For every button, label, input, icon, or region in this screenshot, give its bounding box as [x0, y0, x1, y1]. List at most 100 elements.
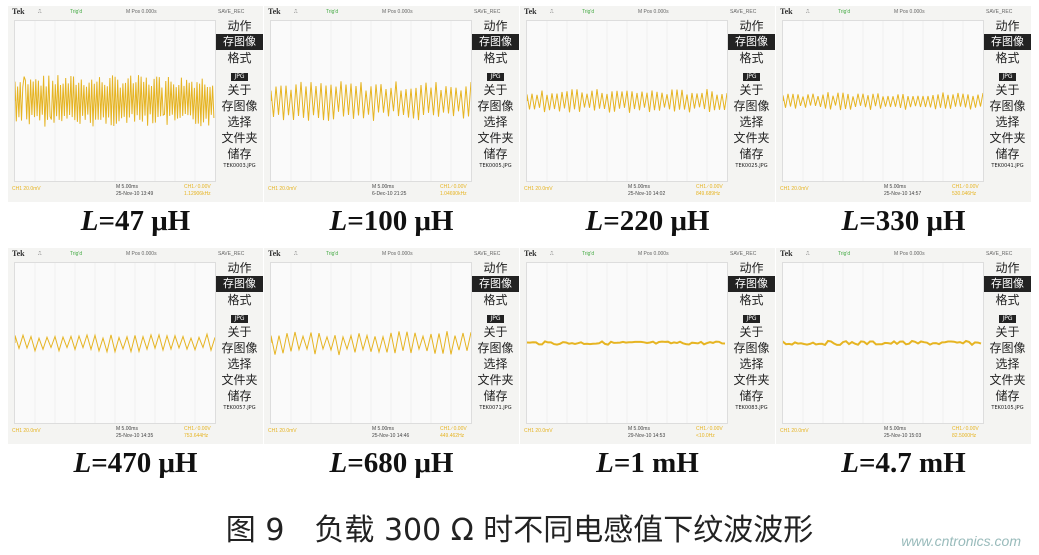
save-menu: 动作 存图像 格式 JPG 关于 存图像 选择 文件夹 储存 TEK0005.JPG: [472, 18, 519, 182]
menu-item-label: 储存: [739, 147, 764, 161]
waveform-display: [782, 20, 984, 182]
menu-item: 动作: [728, 18, 775, 34]
waveform-plot: [14, 21, 215, 181]
ripple-waveform: [14, 75, 215, 127]
menu-item-label: 关于: [995, 83, 1020, 97]
top-bar-text: SAVE_REC: [730, 9, 757, 15]
menu-item-label: 选择: [483, 115, 508, 129]
ripple-waveform: [782, 92, 984, 111]
menu-item: 存图像: [728, 34, 775, 50]
menu-item: 存图像: [728, 98, 775, 114]
menu-item: 关于: [216, 82, 263, 98]
bottom-bar-text: 1.12906kHz: [184, 191, 211, 197]
top-bar-text: Tek: [12, 7, 25, 16]
inductance-value: =680 μH: [347, 447, 454, 479]
waveform-display: [270, 20, 472, 182]
scope-bottom-bar: CH1 20.0mV M 5.00ms 25-Nov-10 14:02 CH1 ∕ 0…: [520, 182, 775, 202]
trigger-edge-icon: ⎍: [294, 9, 298, 15]
waveform-display: [526, 20, 728, 182]
top-bar-text: Tek: [524, 249, 537, 258]
scope-top-bar: Tek ⎍ Trig'd M Pos 0.000s SAVE_REC: [8, 248, 263, 260]
bottom-bar-text: CH1 20.0mV: [780, 428, 809, 434]
file-name: TEK0083.JPG: [735, 405, 768, 411]
menu-item-label: 选择: [227, 357, 252, 371]
menu-item-label: 文件夹: [477, 131, 514, 145]
top-bar-text: SAVE_REC: [218, 251, 245, 257]
scope-screenshot: Tek ⎍ Trig'd M Pos 0.000s SAVE_REC 动作 存图像 格式 JPG…: [8, 6, 263, 202]
inductance-symbol: L: [329, 447, 348, 479]
bottom-bar-text: 29-Nov-10 14:53: [628, 433, 666, 439]
scope-bottom-bar: CH1 20.0mV M 5.00ms 29-Nov-10 14:53 CH1 ∕ 0…: [520, 424, 775, 444]
menu-item: 储存: [216, 146, 263, 162]
save-menu: 动作 存图像 格式 JPG 关于 存图像 选择 文件夹 储存 TEK0057.JPG: [216, 260, 263, 424]
top-bar-text: SAVE_REC: [986, 251, 1013, 257]
menu-item-label: 关于: [739, 83, 764, 97]
scope-bottom-bar: CH1 20.0mV M 5.00ms 6-Dec-10 21:25 CH1 ∕ 0.…: [264, 182, 519, 202]
menu-item-label: 选择: [995, 115, 1020, 129]
menu-item-label: 存图像: [991, 277, 1024, 290]
scope-top-bar: Tek ⎍ Trig'd M Pos 0.000s SAVE_REC: [520, 6, 775, 18]
ripple-waveform: [270, 331, 472, 356]
top-bar-text: Trig'd: [326, 251, 339, 257]
menu-item-label: 存图像: [221, 99, 258, 113]
menu-item-label: 文件夹: [477, 373, 514, 387]
menu-item-label: 存图像: [477, 99, 514, 113]
menu-item: JPG: [728, 66, 775, 82]
inductance-label: L=680 μH: [264, 447, 519, 480]
save-menu: 动作 存图像 格式 JPG 关于 存图像 选择 文件夹 储存 TEK0105.JPG: [984, 260, 1031, 424]
inductance-value: =100 μH: [347, 205, 454, 237]
menu-item-label: 储存: [995, 147, 1020, 161]
bottom-bar-text: CH1 20.0mV: [268, 428, 297, 434]
save-menu: 动作 存图像 格式 JPG 关于 存图像 选择 文件夹 储存 TEK0025.JPG: [728, 18, 775, 182]
bottom-bar-text: CH1 ∕ 0.00V: [696, 426, 723, 432]
file-name: TEK0005.JPG: [479, 163, 512, 169]
ripple-waveform: [270, 81, 472, 121]
menu-item: 关于: [984, 324, 1031, 340]
waveform-display: [782, 262, 984, 424]
save-menu: 动作 存图像 格式 JPG 关于 存图像 选择 文件夹 储存 TEK0071.JPG: [472, 260, 519, 424]
trigger-edge-icon: ⎍: [294, 251, 298, 257]
bottom-bar-text: 1.04690kHz: [440, 191, 467, 197]
menu-item: 文件夹: [472, 130, 519, 146]
menu-item: JPG: [472, 66, 519, 82]
menu-item: JPG: [472, 308, 519, 324]
menu-item: 存图像: [216, 34, 263, 50]
menu-item: 关于: [472, 324, 519, 340]
top-bar-text: M Pos 0.000s: [126, 251, 157, 257]
menu-item-label: 文件夹: [989, 373, 1026, 387]
bottom-bar-text: M 5.00ms: [372, 426, 394, 432]
bottom-bar-text: 25-Nov-10 13:49: [116, 191, 154, 197]
menu-item-label: 格式: [739, 293, 764, 307]
top-bar-text: M Pos 0.000s: [382, 9, 413, 15]
top-bar-text: Trig'd: [582, 251, 595, 257]
file-name: TEK0057.JPG: [223, 405, 256, 411]
inductance-label: L=220 μH: [520, 205, 775, 238]
inductance-label: L=330 μH: [776, 205, 1031, 238]
menu-item: 格式: [216, 50, 263, 66]
menu-item-label: JPG: [487, 73, 504, 81]
menu-item-label: 格式: [483, 293, 508, 307]
top-bar-text: M Pos 0.000s: [894, 251, 925, 257]
menu-item: 选择: [984, 356, 1031, 372]
menu-item-label: 选择: [483, 357, 508, 371]
menu-item-label: 存图像: [223, 277, 256, 290]
top-bar-text: Tek: [524, 7, 537, 16]
bottom-bar-text: 753.644Hz: [184, 433, 209, 439]
menu-item: 文件夹: [728, 372, 775, 388]
menu-item-label: 关于: [739, 325, 764, 339]
scope-top-bar: Tek ⎍ Trig'd M Pos 0.000s SAVE_REC: [264, 248, 519, 260]
bottom-bar-text: CH1 ∕ 0.00V: [952, 184, 979, 190]
bottom-bar-text: M 5.00ms: [116, 426, 138, 432]
menu-item: 格式: [472, 292, 519, 308]
bottom-bar-text: CH1 20.0mV: [780, 186, 809, 192]
menu-item-label: 动作: [483, 19, 508, 33]
menu-item-label: 储存: [483, 147, 508, 161]
bottom-bar-text: 25-Nov-10 14:02: [628, 191, 666, 197]
menu-item: 文件夹: [984, 372, 1031, 388]
menu-item: 选择: [984, 114, 1031, 130]
menu-item: 动作: [984, 260, 1031, 276]
menu-item: 存图像: [984, 340, 1031, 356]
top-bar-text: SAVE_REC: [218, 9, 245, 15]
figure-caption: 图 9 负载 300 Ω 时不同电感值下纹波波形: [225, 513, 814, 548]
scope-screenshot: Tek ⎍ Trig'd M Pos 0.000s SAVE_REC 动作 存图像 格式 JPG…: [520, 248, 775, 444]
